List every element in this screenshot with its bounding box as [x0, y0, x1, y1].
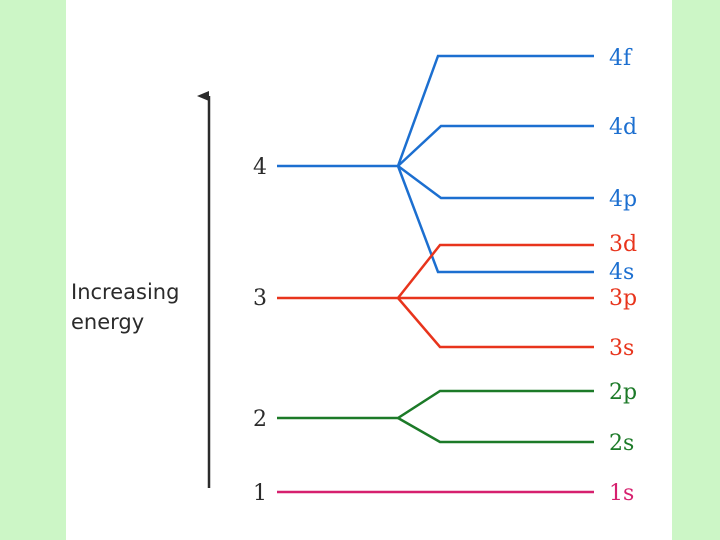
axis-label-increasing: Increasing	[71, 280, 179, 304]
sublevel-label-4f: 4f	[609, 46, 633, 71]
shell-label-3: 3	[253, 286, 267, 311]
shell-3-lines	[277, 243, 594, 349]
sublevel-label-2p: 2p	[609, 380, 637, 405]
shell-4-lines	[277, 54, 594, 274]
shell-label-4: 4	[253, 155, 267, 180]
sublevel-label-3d: 3d	[609, 232, 637, 257]
sublevel-label-1s: 1s	[609, 481, 634, 506]
shell-2-lines	[277, 389, 594, 444]
sublevel-label-4d: 4d	[609, 115, 637, 140]
sublevel-label-2s: 2s	[609, 431, 634, 456]
sublevel-label-3s: 3s	[609, 336, 634, 361]
sublevel-label-3p: 3p	[609, 286, 637, 311]
axis-label-energy: energy	[71, 310, 144, 334]
shell-label-1: 1	[253, 481, 267, 506]
sublevel-label-4s: 4s	[609, 260, 634, 285]
slide: Increasing energy 4 3 2 1 4f	[66, 0, 672, 540]
shell-label-2: 2	[253, 407, 267, 432]
energy-level-diagram: Increasing energy 4 3 2 1 4f	[71, 46, 637, 506]
sublevel-label-4p: 4p	[609, 187, 637, 212]
